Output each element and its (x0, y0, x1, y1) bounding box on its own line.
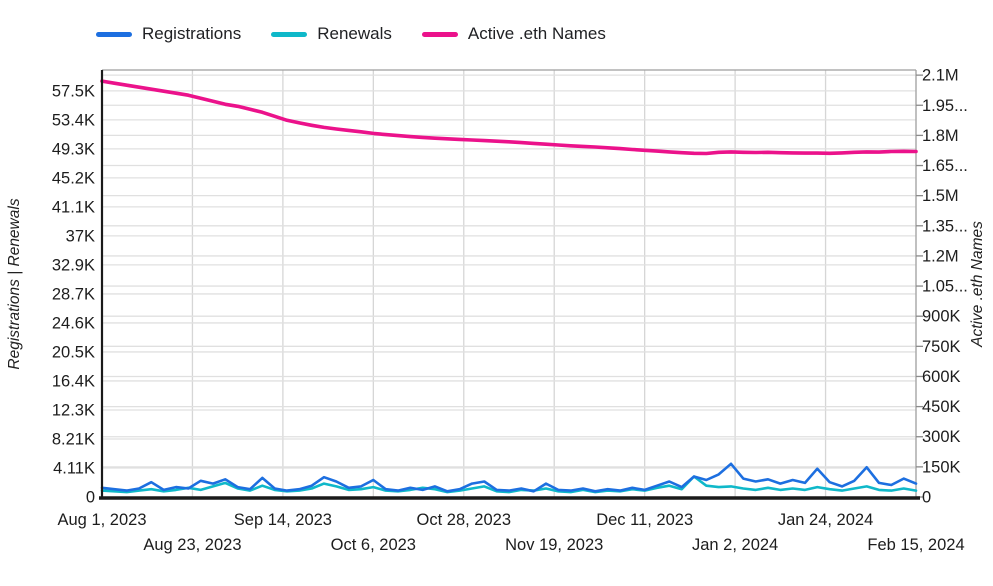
y-right-tick-label: 1.2M (922, 247, 959, 265)
registrations-line-swatch (96, 31, 132, 37)
y-right-tick-label: 1.5M (922, 187, 959, 205)
y-left-tick-label: 37K (66, 227, 95, 245)
x-tick-label: Nov 19, 2023 (505, 536, 603, 554)
y-axis-title-right: Active .eth Names (969, 221, 986, 347)
y-right-tick-label: 1.35... (922, 217, 968, 235)
x-tick-label: Feb 15, 2024 (867, 536, 964, 554)
y-left-tick-label: 4.11K (53, 459, 95, 477)
y-right-tick-label: 2.1M (922, 67, 959, 85)
y-left-tick-label: 12.3K (52, 401, 95, 419)
y-right-tick-label: 1.8M (922, 127, 959, 145)
x-tick-label: Sep 14, 2023 (234, 511, 332, 529)
y-right-tick-label: 0 (922, 489, 931, 507)
legend-item-active-eth-names[interactable]: Active .eth Names (421, 24, 606, 44)
legend-item-registrations[interactable]: Registrations (96, 24, 241, 44)
x-tick-label: Oct 28, 2023 (417, 511, 511, 529)
renewals-line-swatch (271, 31, 308, 37)
active-eth-names-line (100, 79, 918, 156)
y-right-tick-label: 300K (922, 428, 961, 446)
y-right-tick-label: 900K (922, 308, 961, 326)
y-left-tick-label: 41.1K (52, 198, 95, 216)
y-right-tick-label: 1.95... (922, 97, 968, 115)
active-eth-names-line-swatch (421, 31, 458, 37)
y-right-tick-label: 1.65... (922, 157, 968, 175)
x-tick-label: Oct 6, 2023 (331, 536, 416, 554)
legend-label-renewals: Renewals (317, 24, 392, 43)
y-left-tick-label: 20.5K (52, 343, 95, 361)
y-left-tick-label: 53.4K (52, 111, 95, 129)
y-right-tick-label: 1.05... (922, 278, 968, 296)
y-right-tick-label: 150K (922, 458, 961, 476)
x-tick-label: Jan 24, 2024 (778, 511, 873, 529)
y-left-tick-label: 45.2K (52, 169, 95, 187)
renewals-line (100, 475, 918, 494)
x-tick-label: Jan 2, 2024 (692, 536, 778, 554)
y-left-tick-label: 49.3K (52, 140, 95, 158)
chart-legend: Registrations Renewals Active .eth Names (96, 24, 606, 44)
y-left-tick-label: 8.21K (52, 430, 95, 448)
y-left-tick-label: 0 (86, 489, 95, 507)
registrations-line (100, 462, 918, 493)
y-left-tick-label: 24.6K (52, 314, 95, 332)
y-left-tick-label: 32.9K (52, 256, 95, 274)
legend-label-active-eth-names: Active .eth Names (467, 24, 606, 43)
y-left-tick-label: 28.7K (52, 285, 95, 303)
x-tick-label: Aug 23, 2023 (143, 536, 241, 554)
y-left-tick-label: 57.5K (52, 82, 95, 100)
y-axis-title-left: Registrations | Renewals (6, 198, 23, 370)
y-right-tick-label: 600K (922, 368, 961, 386)
legend-label-registrations: Registrations (142, 24, 242, 43)
legend-item-renewals[interactable]: Renewals (271, 24, 392, 44)
y-right-tick-label: 450K (922, 398, 961, 416)
y-right-tick-label: 750K (922, 338, 961, 356)
x-tick-label: Dec 11, 2023 (596, 511, 693, 529)
y-left-tick-label: 16.4K (52, 372, 95, 390)
x-tick-label: Aug 1, 2023 (58, 511, 147, 529)
